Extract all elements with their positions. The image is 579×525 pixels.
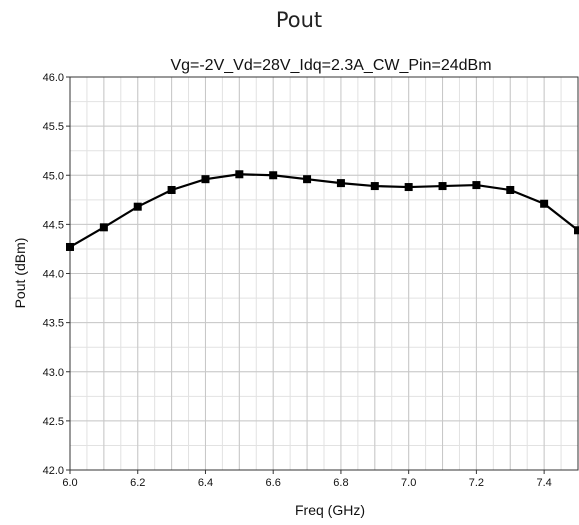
- x-tick-label: 6.8: [333, 477, 348, 489]
- x-tick-label: 7.0: [401, 477, 416, 489]
- series-layer: [66, 170, 579, 251]
- axis-ticks: 6.0 6.2 6.4 6.6 6.8 7.0 7.2 7.4 42.0 42.5 43.0 43.5…: [43, 72, 552, 489]
- data-point-marker: [370, 182, 379, 191]
- x-tick-label: 6.2: [130, 477, 145, 489]
- x-tick-label: 7.2: [469, 477, 484, 489]
- data-point-marker: [506, 185, 515, 194]
- series-line: [69, 173, 579, 248]
- data-point-marker: [438, 182, 447, 191]
- x-axis-label: Freq (GHz): [295, 502, 365, 518]
- data-point-marker: [303, 175, 312, 184]
- y-tick-label: 42.5: [43, 416, 64, 428]
- y-tick-label: 45.0: [43, 170, 64, 182]
- data-point-marker: [472, 181, 481, 190]
- x-tick-label: 6.0: [62, 477, 77, 489]
- chart-title: Vg=-2V_Vd=28V_Idq=2.3A_CW_Pin=24dBm: [170, 57, 491, 74]
- x-tick-label: 7.4: [536, 477, 551, 489]
- data-point-marker: [269, 171, 278, 180]
- grid-lines: [69, 76, 579, 471]
- data-point-marker: [167, 185, 176, 194]
- x-tick-label: 6.4: [198, 477, 213, 489]
- y-tick-label: 44.0: [43, 269, 64, 281]
- data-point-marker: [99, 223, 108, 232]
- data-point-marker: [66, 242, 74, 251]
- data-point-marker: [336, 179, 345, 188]
- y-tick-label: 43.5: [43, 318, 64, 330]
- data-point-marker: [235, 170, 244, 179]
- y-tick-label: 42.0: [43, 465, 64, 477]
- y-tick-label: 44.5: [43, 219, 64, 231]
- data-point-marker: [133, 202, 142, 211]
- y-axis-label: Pout (dBm): [12, 238, 28, 309]
- x-tick-label: 6.6: [266, 477, 281, 489]
- y-tick-label: 46.0: [43, 72, 64, 84]
- data-point-marker: [404, 183, 413, 192]
- page-heading: Pout: [276, 8, 322, 32]
- data-point-marker: [540, 199, 549, 208]
- y-tick-label: 43.0: [43, 367, 64, 379]
- data-point-marker: [201, 175, 210, 184]
- data-point-marker: [574, 226, 579, 235]
- y-tick-label: 45.5: [43, 121, 64, 133]
